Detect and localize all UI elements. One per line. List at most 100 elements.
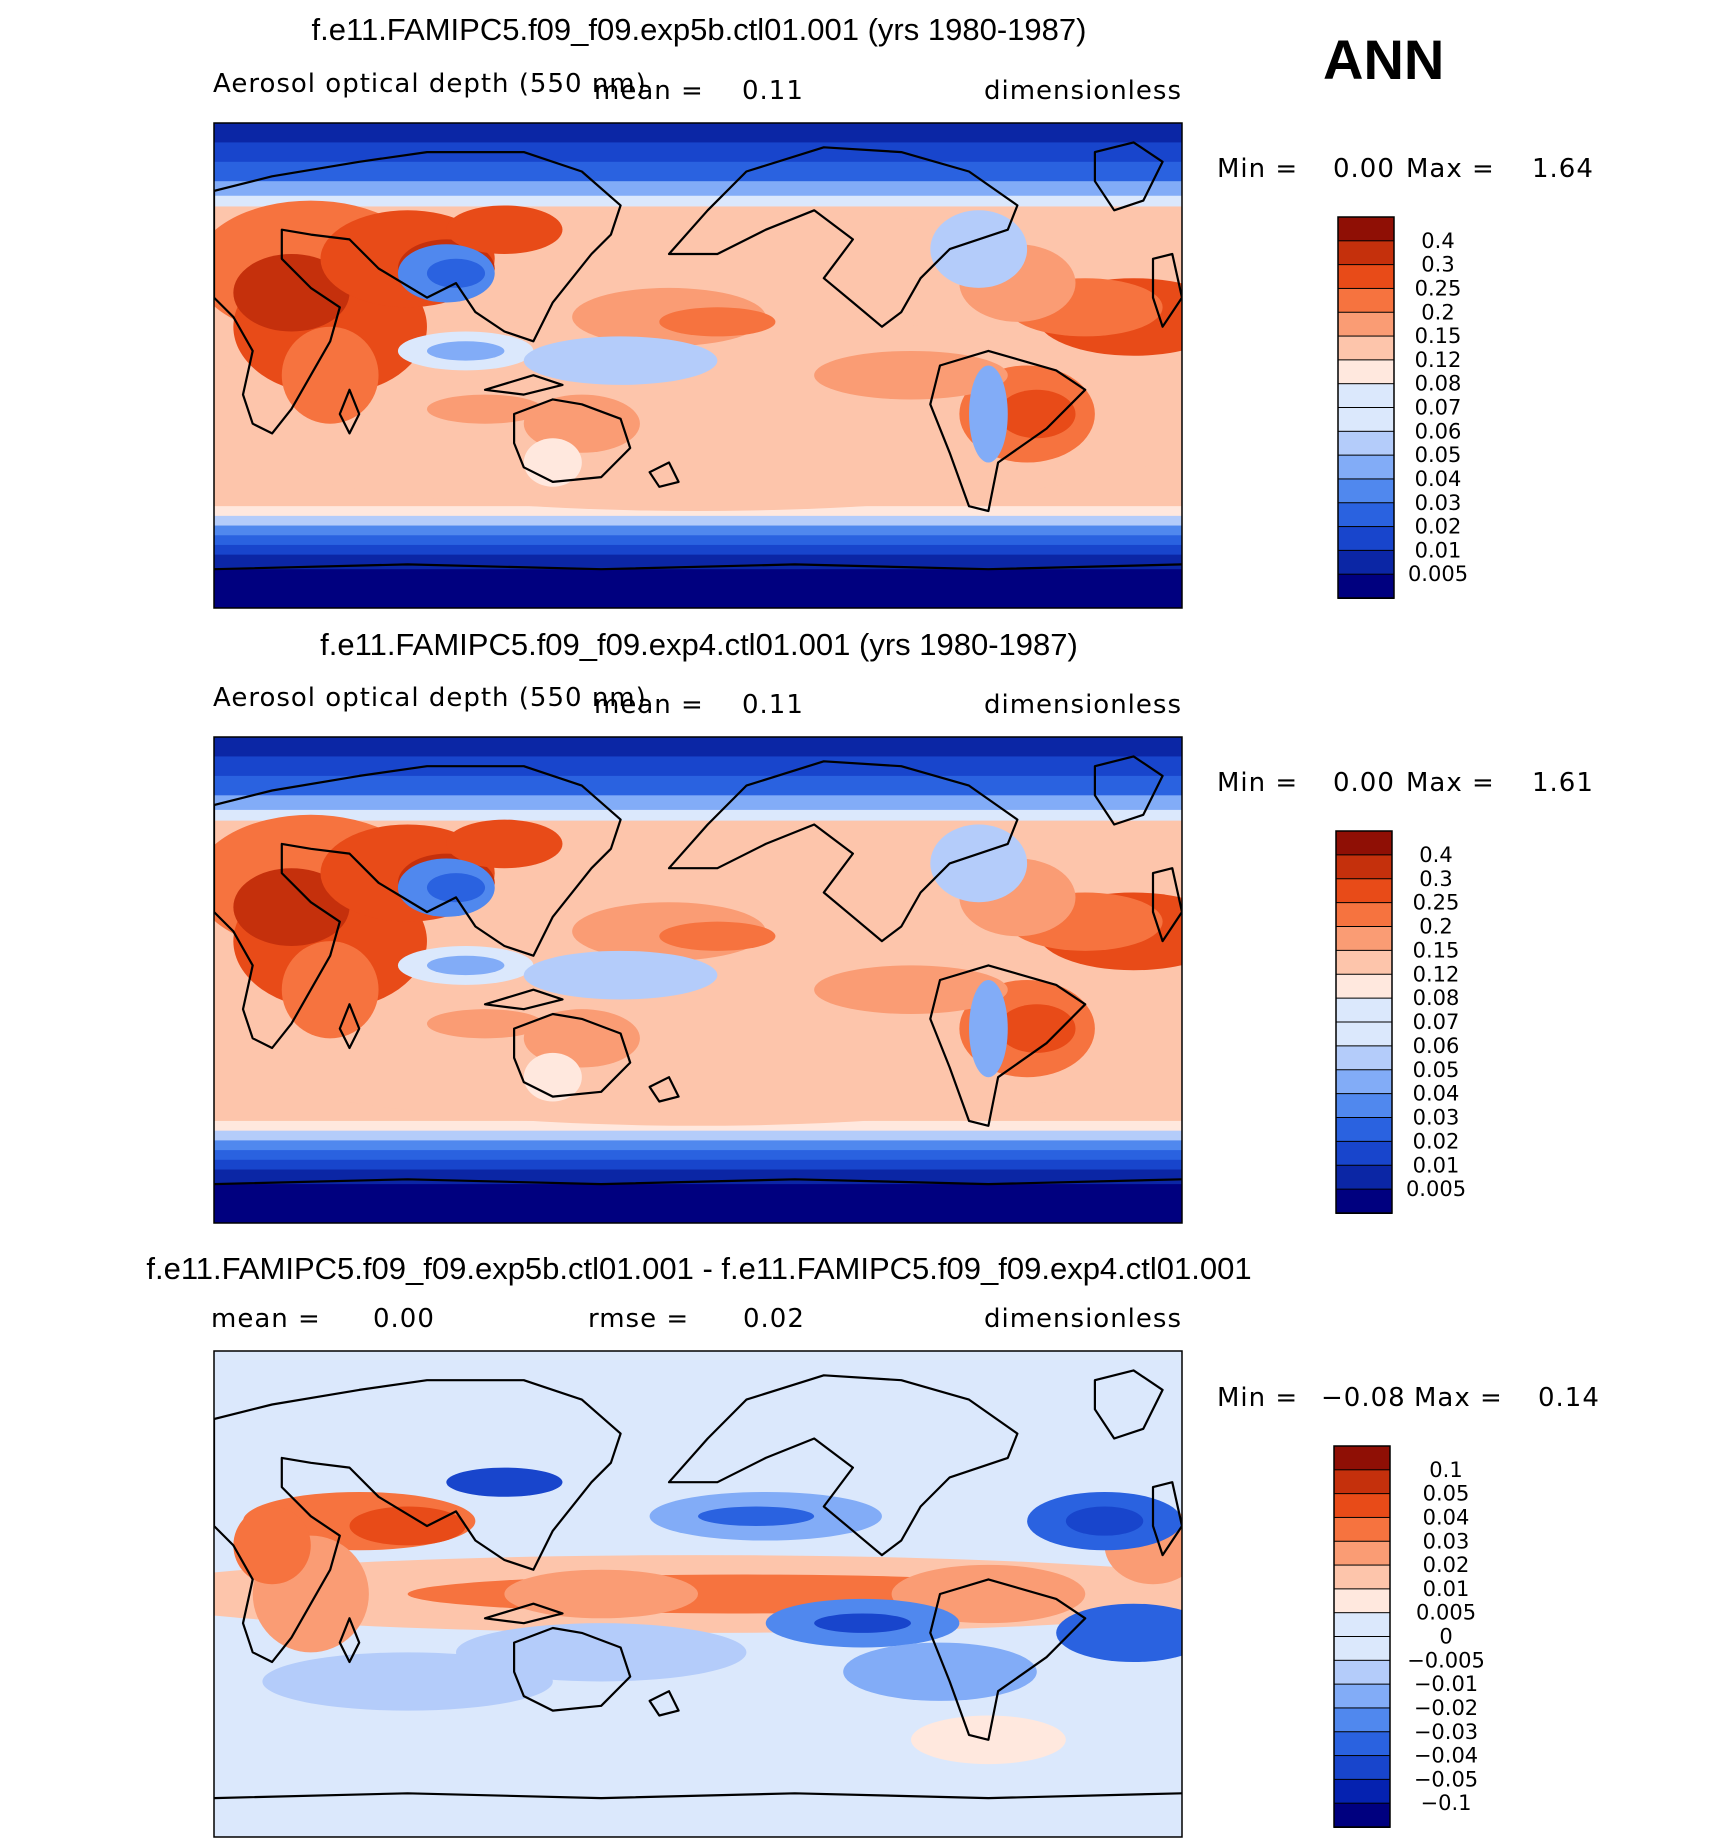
colorbar-swatch-3 [1337, 287, 1395, 314]
colorbar-swatch-0 [1335, 830, 1393, 856]
colorbar-tick-label: −0.03 [1414, 1720, 1478, 1744]
contour-region-23 [426, 873, 486, 903]
colorbar-swatch-14 [1337, 549, 1395, 576]
colorbar-tick-label: 0.04 [1413, 1082, 1460, 1106]
panel-3: f.e11.FAMIPC5.f09_f09.exp5b.ctl01.001 - … [146, 1251, 1600, 1838]
colorbar-tick-label: 0.3 [1421, 253, 1454, 277]
colorbar-tick-label: 0.05 [1413, 1058, 1460, 1082]
lat-band-3 [214, 181, 1182, 197]
colorbar-tick-label: 0.03 [1413, 1106, 1460, 1130]
panel-2-colorbar: 0.40.30.250.20.150.120.080.070.060.050.0… [1335, 830, 1466, 1214]
coastline-9 [1151, 867, 1182, 943]
lat-band-8 [214, 1150, 1182, 1161]
colorbar-swatch-0 [1333, 1445, 1391, 1471]
panel-3-max-value: 0.14 [1538, 1383, 1600, 1413]
contour-region-4 [349, 1506, 466, 1546]
colorbar-swatch-8 [1337, 407, 1395, 433]
lat-band-4 [214, 809, 1182, 821]
contour-region-6 [233, 1506, 311, 1585]
colorbar-tick-label: −0.1 [1421, 1791, 1472, 1815]
contour-region-17 [843, 1642, 1037, 1701]
colorbar-tick-label: 0.02 [1413, 1129, 1460, 1153]
colorbar-swatch-6 [1337, 359, 1395, 385]
lat-band-7 [214, 525, 1182, 537]
colorbar-swatch-7 [1337, 383, 1395, 409]
panel-2: f.e11.FAMIPC5.f09_f09.exp4.ctl01.001 (yr… [213, 627, 1593, 1224]
colorbar-swatch-14 [1333, 1778, 1391, 1805]
contour-region-18 [262, 1652, 553, 1711]
colorbar-tick-label: 0.15 [1413, 938, 1460, 962]
colorbar-swatch-4 [1337, 311, 1395, 338]
colorbar-swatch-12 [1333, 1731, 1391, 1757]
colorbar-swatch-14 [1335, 1164, 1393, 1191]
lat-band-9 [214, 1159, 1182, 1171]
coastlines [214, 1369, 1182, 1800]
coastline-3 [513, 1012, 632, 1098]
colorbar-tick-label: 0.12 [1413, 962, 1460, 986]
colorbar-tick-label: 0.05 [1423, 1482, 1470, 1506]
colorbar-tick-label: 0.2 [1419, 915, 1452, 939]
panel-1-map [213, 122, 1183, 609]
map-frame [213, 1350, 1183, 1838]
coastline-4 [214, 1178, 1182, 1186]
contour-region-7 [891, 1564, 1086, 1624]
lat-band-6 [214, 1130, 1182, 1142]
panel-2-min-label: Min = [1217, 768, 1298, 798]
colorbar-swatch-8 [1333, 1636, 1391, 1662]
colorbar-swatch-15 [1333, 1802, 1391, 1828]
contour-region-14 [814, 1613, 911, 1633]
lat-band-7 [214, 1140, 1182, 1152]
map-field [214, 1351, 1182, 1837]
contour-region-25 [969, 365, 1008, 463]
colorbar-tick-label: 0.08 [1415, 372, 1462, 396]
coastline-9 [1151, 1481, 1182, 1557]
colorbar-tick-label: 0.005 [1406, 1177, 1466, 1201]
panel-3-min-label: Min = [1217, 1383, 1298, 1413]
colorbar-tick-label: 0.06 [1415, 419, 1462, 443]
colorbar-tick-label: 0.03 [1423, 1529, 1470, 1553]
colorbar-swatch-9 [1335, 1045, 1393, 1071]
coastline-3 [513, 398, 632, 483]
map-frame [213, 736, 1183, 1224]
coastline-2 [929, 964, 1087, 1127]
coastline-2 [929, 349, 1087, 513]
contour-region-20 [426, 955, 505, 976]
contour-region-10 [659, 921, 776, 951]
colorbar-swatch-15 [1335, 1188, 1393, 1214]
panel-2-map [213, 736, 1183, 1224]
colorbar-tick-label: 0.25 [1413, 891, 1460, 915]
colorbar-tick-label: 0 [1439, 1625, 1452, 1649]
coastline-5 [483, 1602, 564, 1625]
lat-band-1 [214, 142, 1182, 163]
coastline-3 [513, 1626, 632, 1712]
panel-2-mean-value: 0.11 [742, 690, 804, 720]
panel-1-min-label: Min = [1217, 154, 1298, 184]
contour-region-2 [504, 1569, 698, 1619]
coastline-8 [1093, 1369, 1164, 1440]
contour-region-15 [1056, 1603, 1182, 1663]
colorbar-swatch-8 [1335, 1021, 1393, 1047]
colorbar-swatch-1 [1333, 1469, 1391, 1495]
colorbar-swatch-5 [1337, 335, 1395, 361]
lat-band-2 [214, 775, 1182, 797]
coastline-5 [483, 374, 564, 396]
colorbar-tick-label: 0.02 [1415, 515, 1462, 539]
colorbar-tick-label: 0.07 [1413, 1010, 1460, 1034]
colorbar-tick-label: 0.01 [1413, 1153, 1460, 1177]
panel-1-colorbar: 0.40.30.250.20.150.120.080.070.060.050.0… [1337, 216, 1468, 599]
colorbar-tick-label: 0.005 [1416, 1601, 1476, 1625]
contour-region-17 [523, 394, 640, 453]
coastline-7 [338, 388, 361, 435]
colorbar-swatch-5 [1333, 1564, 1391, 1590]
colorbar-tick-label: −0.04 [1414, 1744, 1478, 1768]
lat-band-2 [214, 161, 1182, 183]
colorbar-swatch-1 [1335, 854, 1393, 880]
contour-region-20 [426, 341, 505, 361]
colorbar-swatch-12 [1337, 502, 1395, 528]
colorbar-swatch-2 [1333, 1493, 1391, 1519]
contour-region-26 [930, 824, 1028, 903]
panel-3-title: f.e11.FAMIPC5.f09_f09.exp5b.ctl01.001 - … [146, 1251, 1251, 1286]
contour-region-10 [659, 307, 776, 337]
coastline-0 [214, 1379, 622, 1664]
colorbar-swatch-15 [1337, 573, 1395, 599]
